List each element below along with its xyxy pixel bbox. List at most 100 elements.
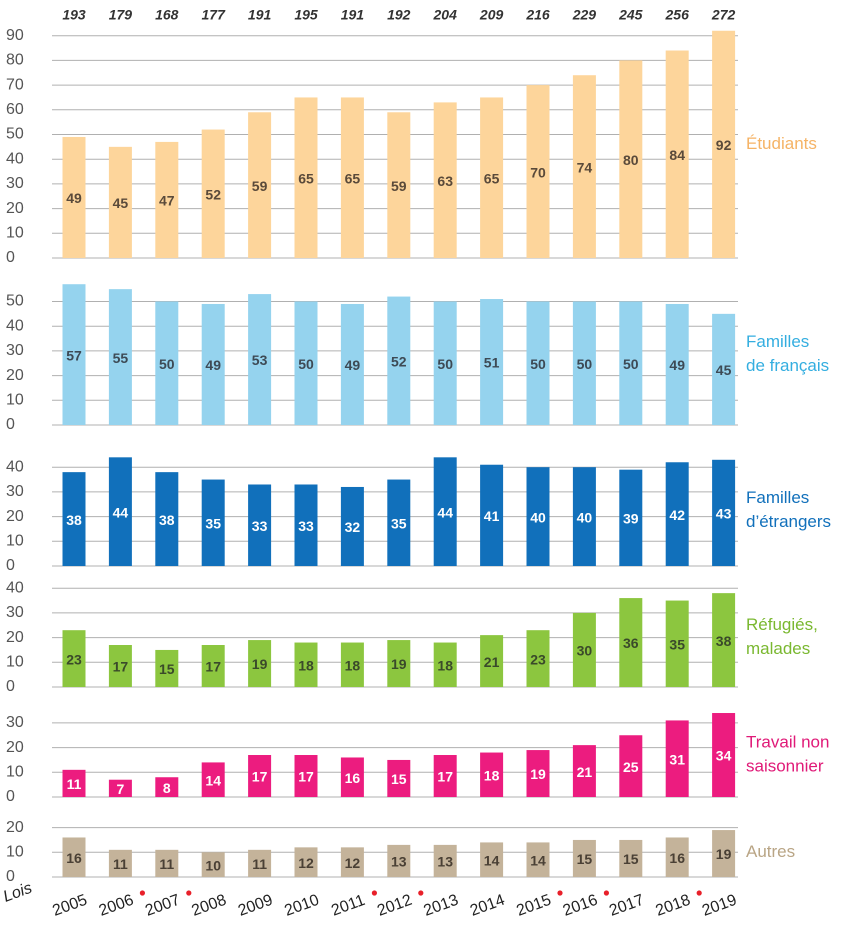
bar <box>526 467 550 566</box>
law-marker <box>371 890 377 896</box>
bar <box>526 301 550 425</box>
bar <box>387 296 411 425</box>
value-label: 14 <box>530 852 546 868</box>
bar <box>619 301 643 425</box>
bar <box>433 457 457 566</box>
bar <box>665 720 689 797</box>
y-tick-label: 0 <box>6 249 15 266</box>
value-label: 17 <box>298 769 314 785</box>
value-label: 13 <box>437 854 453 870</box>
total-label: 209 <box>479 7 504 23</box>
series-name: Familles <box>746 488 809 507</box>
value-label: 34 <box>716 748 732 764</box>
value-label: 43 <box>716 506 732 522</box>
value-label: 50 <box>530 356 546 372</box>
y-tick-label: 20 <box>6 200 24 217</box>
value-label: 16 <box>345 770 361 786</box>
bar <box>201 303 225 425</box>
bar <box>665 462 689 566</box>
bar <box>108 457 132 566</box>
bar <box>62 769 86 797</box>
y-tick-label: 30 <box>6 342 24 359</box>
y-tick-label: 20 <box>6 629 24 646</box>
y-tick-label: 10 <box>6 533 24 550</box>
bar <box>155 472 179 566</box>
bar <box>572 75 596 258</box>
bar <box>248 755 272 797</box>
bar <box>387 759 411 797</box>
bar <box>433 301 457 425</box>
bar <box>433 844 457 877</box>
bar <box>340 97 364 258</box>
value-label: 11 <box>67 776 82 792</box>
total-label: 229 <box>572 7 597 23</box>
bar <box>387 640 411 687</box>
total-label: 191 <box>341 7 365 23</box>
value-label: 45 <box>716 362 732 378</box>
value-label: 44 <box>437 504 453 520</box>
value-label: 17 <box>252 769 268 785</box>
bar <box>201 762 225 797</box>
value-label: 12 <box>298 855 314 871</box>
bar <box>340 757 364 797</box>
bar <box>387 479 411 566</box>
y-tick-label: 20 <box>6 819 24 836</box>
x-tick-label: 2015 <box>514 892 553 920</box>
value-label: 33 <box>298 518 314 534</box>
total-label: 204 <box>433 7 458 23</box>
value-label: 44 <box>113 504 129 520</box>
value-label: 16 <box>669 850 685 866</box>
y-tick-label: 20 <box>6 508 24 525</box>
bar <box>619 60 643 259</box>
y-tick-label: 10 <box>6 844 24 861</box>
bar <box>155 301 179 425</box>
value-label: 8 <box>163 780 171 796</box>
series-name: malades <box>746 639 810 658</box>
series-name: Réfugiés, <box>746 615 818 634</box>
total-label: 272 <box>711 7 736 23</box>
total-label: 256 <box>665 7 690 23</box>
value-label: 35 <box>391 515 407 531</box>
bar <box>712 313 736 425</box>
value-label: 65 <box>298 170 314 186</box>
y-tick-label: 20 <box>6 367 24 384</box>
bar <box>62 630 86 687</box>
bar <box>665 837 689 877</box>
bar <box>201 479 225 566</box>
bar <box>108 779 132 797</box>
value-label: 40 <box>530 509 546 525</box>
x-tick-label: 2017 <box>607 892 646 920</box>
value-label: 38 <box>716 633 732 649</box>
y-tick-label: 30 <box>6 483 24 500</box>
series-name: saisonnier <box>746 756 824 775</box>
series-name: Étudiants <box>746 134 817 153</box>
value-label: 14 <box>205 772 221 788</box>
bar <box>665 50 689 258</box>
y-tick-label: 30 <box>6 604 24 621</box>
value-label: 17 <box>113 659 129 675</box>
bar <box>108 289 132 425</box>
total-label: 245 <box>618 7 643 23</box>
value-label: 50 <box>437 356 453 372</box>
bar <box>294 301 318 425</box>
y-tick-label: 30 <box>6 714 24 731</box>
bar <box>201 645 225 687</box>
x-tick-label: 2007 <box>143 892 182 920</box>
y-tick-label: 0 <box>6 678 15 695</box>
bar <box>619 598 643 687</box>
series-name: Travail non <box>746 732 829 751</box>
y-tick-label: 70 <box>6 76 24 93</box>
bar <box>340 303 364 425</box>
value-label: 33 <box>252 518 268 534</box>
value-label: 51 <box>484 355 500 371</box>
value-label: 57 <box>66 347 82 363</box>
value-label: 59 <box>252 178 268 194</box>
value-label: 53 <box>252 352 268 368</box>
value-label: 70 <box>530 164 546 180</box>
y-tick-label: 10 <box>6 764 24 781</box>
bar <box>433 642 457 687</box>
law-marker <box>139 890 145 896</box>
bar <box>340 642 364 687</box>
value-label: 16 <box>66 850 82 866</box>
value-label: 45 <box>113 195 129 211</box>
